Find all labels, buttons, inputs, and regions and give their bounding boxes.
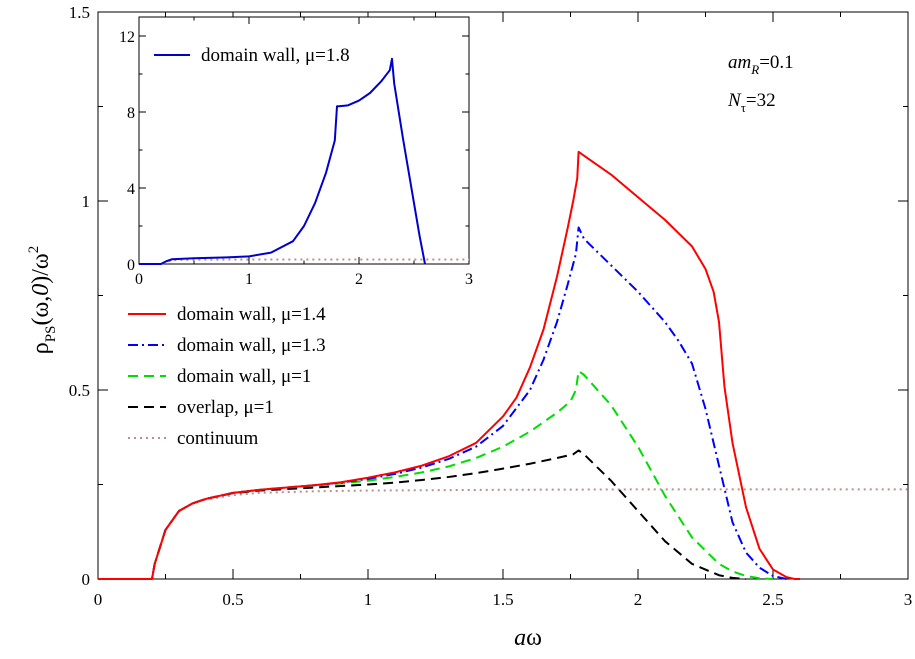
main-y-tick-label: 0 xyxy=(82,570,91,589)
main-y-tick-label: 0.5 xyxy=(69,381,90,400)
annotation-ntau: Nτ=32 xyxy=(727,90,776,115)
inset-legend-label-0: domain wall, μ=1.8 xyxy=(201,45,350,66)
main-x-tick-label: 0 xyxy=(94,590,103,609)
inset-x-tick-label: 3 xyxy=(465,271,473,288)
inset-series-line-0 xyxy=(139,57,426,265)
main-y-tick-label: 1.5 xyxy=(69,3,90,22)
main-axis-ticks: 0 0.5 1 1.5 2 2.5 3 0 0.5 1 1.5 xyxy=(69,3,913,609)
main-y-tick-label: 1 xyxy=(82,192,91,211)
main-x-tick-label: 1.5 xyxy=(492,590,513,609)
annotation-mass: amR=0.1 xyxy=(728,52,794,77)
main-series-line-0 xyxy=(98,150,800,580)
y-axis-title: ρPS(ω,0)/ω2 xyxy=(26,246,59,354)
main-x-tick-label: 2.5 xyxy=(762,590,783,609)
main-legend-label-2: domain wall, μ=1 xyxy=(177,366,311,387)
main-legend-label-1: domain wall, μ=1.3 xyxy=(177,335,326,356)
inset-legend: domain wall, μ=1.8 xyxy=(154,45,350,66)
inset-x-tick-label: 1 xyxy=(245,271,253,288)
svg-text:ρPS(ω,0)/ω2: ρPS(ω,0)/ω2 xyxy=(26,246,59,354)
inset-y-tick-label: 4 xyxy=(127,181,135,198)
main-series-line-1 xyxy=(98,226,787,580)
main-x-tick-label: 1 xyxy=(364,590,373,609)
main-series-line-3 xyxy=(98,449,747,580)
inset-y-tick-label: 12 xyxy=(119,29,135,46)
inset-y-tick-label: 0 xyxy=(127,257,135,274)
inset-plot-frame xyxy=(138,16,470,265)
main-x-tick-label: 2 xyxy=(634,590,643,609)
main-legend-label-3: overlap, μ=1 xyxy=(177,397,274,418)
main-x-tick-label: 3 xyxy=(904,590,913,609)
inset-plot-series xyxy=(139,57,469,265)
main-legend-label-0: domain wall, μ=1.4 xyxy=(177,304,326,325)
main-legend-label-4: continuum xyxy=(177,428,258,449)
main-plot-series xyxy=(98,150,908,580)
x-axis-title: aω xyxy=(514,625,542,651)
inset-series-line-1 xyxy=(139,258,469,265)
inset-y-tick-label: 8 xyxy=(127,105,135,122)
inset-x-tick-label: 2 xyxy=(355,271,363,288)
main-legend: domain wall, μ=1.4 domain wall, μ=1.3 doma… xyxy=(128,304,326,449)
inset-x-tick-label: 0 xyxy=(135,271,143,288)
main-x-tick-label: 0.5 xyxy=(222,590,243,609)
